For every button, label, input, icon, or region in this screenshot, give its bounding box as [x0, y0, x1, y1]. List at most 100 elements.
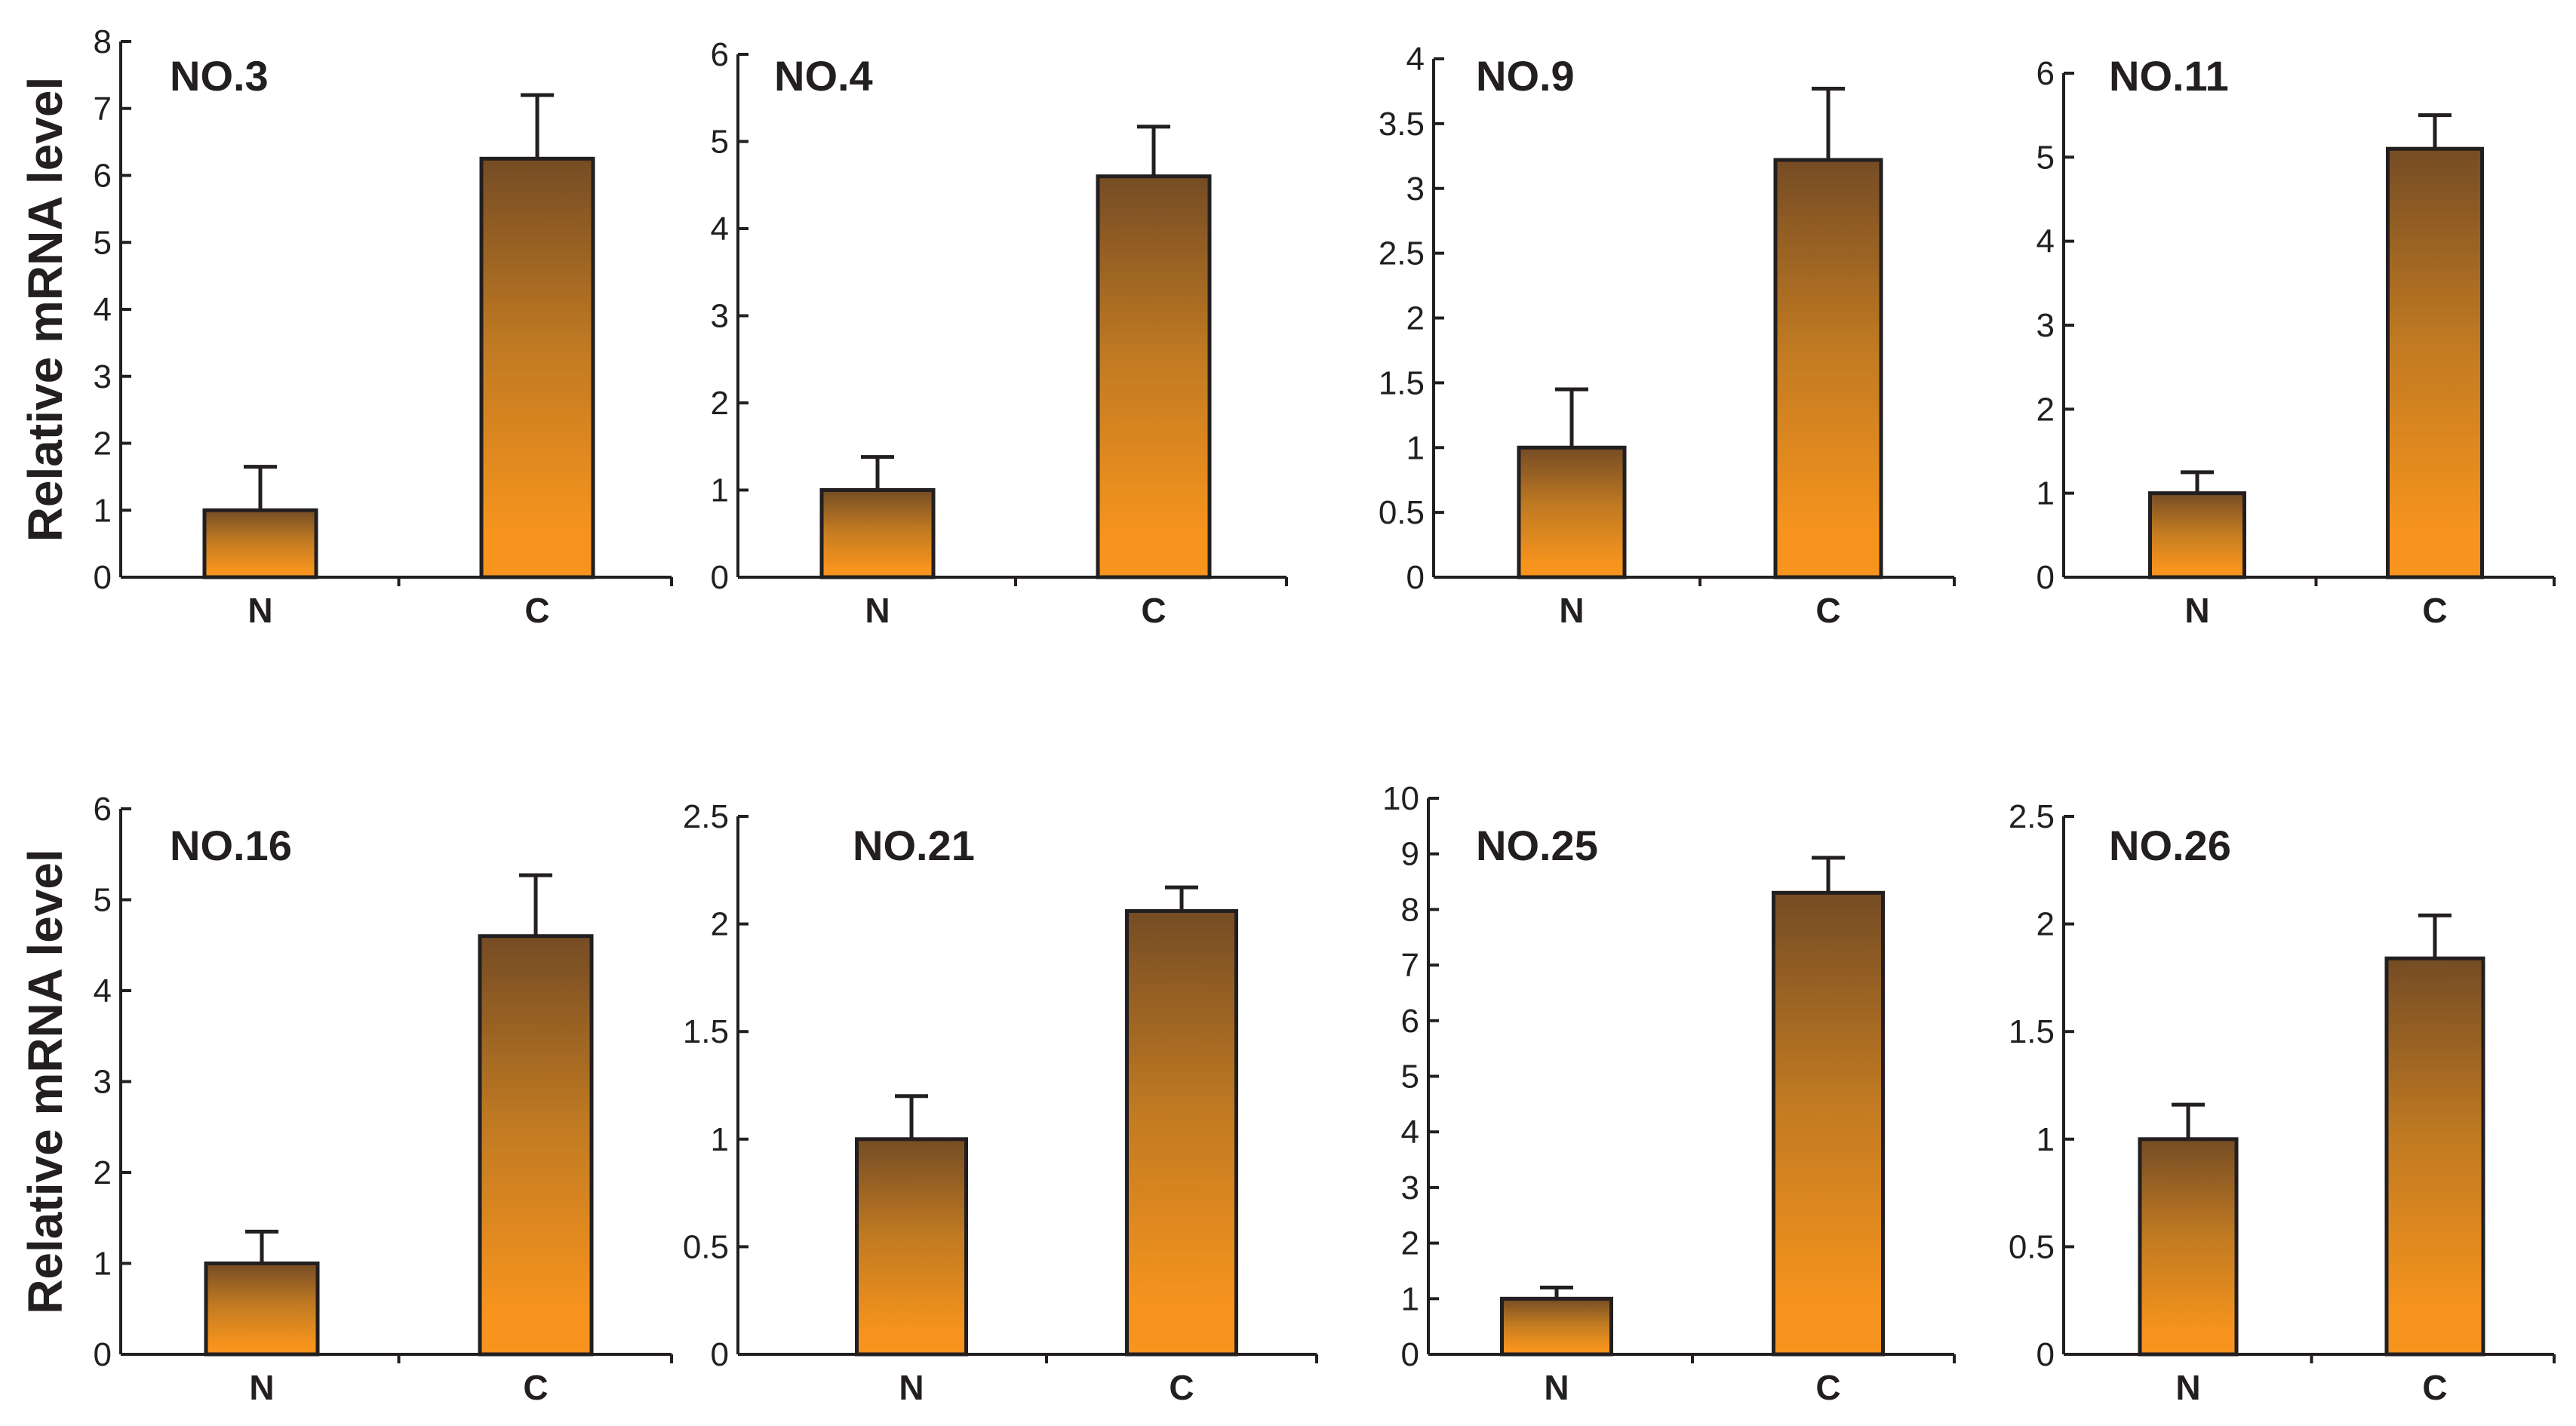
- y-tick-label: 0: [2037, 1336, 2055, 1373]
- y-tick-label: 4: [711, 211, 729, 247]
- y-tick-label: 6: [1401, 1003, 1419, 1040]
- panel-title: NO.26: [2109, 822, 2231, 869]
- bar-n: [204, 1262, 320, 1357]
- category-label: N: [2175, 1368, 2200, 1407]
- chart-panel: 0 1 2 3 4 5 6 N C NO.16 Relative mRNA level: [18, 791, 673, 1407]
- y-tick-label: 3: [94, 1064, 112, 1101]
- y-tick-label: 7: [1401, 947, 1419, 984]
- y-tick-label: 1: [94, 492, 112, 529]
- chart-panel: 0 0.5 1 1.5 2 2.5 3 3.5 4 N C NO.9: [1379, 41, 1956, 630]
- y-axis-label: Relative mRNA level: [18, 77, 72, 542]
- y-tick-label: 0: [94, 1336, 112, 1373]
- y-tick-label: 1: [94, 1246, 112, 1283]
- panel-title: NO.3: [170, 52, 269, 100]
- y-tick-label: 2: [94, 1154, 112, 1191]
- y-tick-label: 1: [1401, 1280, 1419, 1317]
- y-tick-label: 0: [1406, 559, 1425, 596]
- y-tick-label: 4: [2037, 223, 2055, 260]
- category-label: C: [524, 591, 549, 630]
- panel-title: NO.25: [1476, 822, 1598, 869]
- y-tick-label: 2: [2037, 391, 2055, 428]
- y-tick-label: 8: [1401, 891, 1419, 928]
- y-tick-label: 2: [94, 426, 112, 463]
- y-tick-label: 1.5: [683, 1013, 729, 1050]
- y-tick-label: 6: [94, 791, 112, 828]
- y-tick-label: 2.5: [2009, 798, 2055, 835]
- y-tick-label: 2: [1406, 300, 1425, 337]
- category-label: C: [2422, 591, 2447, 630]
- y-tick-label: 5: [1401, 1059, 1419, 1096]
- y-tick-label: 8: [94, 23, 112, 60]
- y-tick-label: 4: [1401, 1114, 1419, 1151]
- category-label: C: [1169, 1368, 1194, 1407]
- panel-title: NO.11: [2109, 52, 2229, 100]
- y-tick-label: 0: [711, 1336, 729, 1373]
- y-tick-label: 6: [2037, 55, 2055, 92]
- y-tick-label: 3.5: [1379, 106, 1425, 143]
- bar-c: [1772, 890, 1885, 1357]
- y-tick-label: 2: [711, 906, 729, 943]
- y-tick-label: 4: [94, 291, 112, 328]
- y-tick-label: 4: [1406, 41, 1425, 78]
- bar-c: [1125, 908, 1238, 1357]
- y-tick-label: 0: [1401, 1336, 1419, 1373]
- chart-panel: 0 1 2 3 4 5 6 N C NO.4: [711, 36, 1288, 630]
- y-tick-label: 5: [2037, 139, 2055, 176]
- y-tick-label: 1: [2037, 1121, 2055, 1158]
- y-tick-label: 6: [94, 158, 112, 195]
- category-label: N: [1544, 1368, 1569, 1407]
- chart-panel: 0 1 2 3 4 5 6 N C NO.11: [2037, 52, 2556, 630]
- y-tick-label: 2.5: [1379, 235, 1425, 272]
- y-tick-label: 3: [1406, 171, 1425, 207]
- bar-c: [478, 934, 594, 1357]
- category-label: N: [899, 1368, 924, 1407]
- y-tick-label: 3: [94, 358, 112, 395]
- y-tick-label: 10: [1382, 780, 1419, 817]
- category-label: N: [1559, 591, 1584, 630]
- category-label: N: [249, 1368, 274, 1407]
- y-tick-label: 0: [711, 559, 729, 596]
- y-tick-label: 2: [2037, 906, 2055, 943]
- category-label: N: [865, 591, 890, 630]
- y-tick-label: 0.5: [683, 1228, 729, 1265]
- y-tick-label: 3: [711, 298, 729, 335]
- bar-n: [1517, 445, 1627, 579]
- category-label: C: [2422, 1368, 2447, 1407]
- panel-title: NO.21: [853, 822, 975, 869]
- panel-title: NO.16: [170, 822, 292, 869]
- y-tick-label: 1: [1406, 429, 1425, 466]
- y-tick-label: 0.5: [1379, 494, 1425, 531]
- y-tick-label: 1.5: [2009, 1013, 2055, 1050]
- chart-panel: 0 0.5 1 1.5 2 2.5 N C NO.21: [683, 798, 1318, 1407]
- y-tick-label: 2: [711, 385, 729, 422]
- y-tick-label: 1.5: [1379, 364, 1425, 401]
- y-tick-label: 1: [711, 1121, 729, 1158]
- y-tick-label: 4: [94, 973, 112, 1010]
- bar-n: [2138, 1137, 2239, 1357]
- bar-n: [202, 508, 318, 579]
- category-label: C: [1815, 591, 1840, 630]
- y-tick-label: 0.5: [2009, 1228, 2055, 1265]
- category-label: N: [2184, 591, 2209, 630]
- chart-panel: 0 1 2 3 4 5 6 7 8 N C NO.3 Relative mRNA level: [18, 23, 673, 630]
- y-tick-label: 2: [1401, 1225, 1419, 1262]
- bar-n: [2148, 491, 2246, 579]
- y-tick-label: 7: [94, 91, 112, 128]
- y-tick-label: 2.5: [683, 798, 729, 835]
- category-label: C: [1141, 591, 1166, 630]
- y-tick-label: 0: [2037, 559, 2055, 596]
- y-tick-label: 5: [94, 882, 112, 919]
- category-label: C: [1815, 1368, 1840, 1407]
- y-tick-label: 0: [94, 559, 112, 596]
- panel-title: NO.4: [774, 52, 873, 100]
- chart-panel: 0 1 2 3 4 5 6 7 8 9 10 N C NO.25: [1382, 780, 1956, 1407]
- bar-n: [819, 488, 936, 579]
- y-tick-label: 1: [711, 472, 729, 509]
- y-tick-label: 3: [1401, 1169, 1419, 1206]
- bar-c: [479, 156, 595, 579]
- bar-c: [2384, 956, 2485, 1357]
- y-tick-label: 9: [1401, 836, 1419, 873]
- y-axis-label: Relative mRNA level: [18, 849, 72, 1314]
- y-tick-label: 6: [711, 36, 729, 73]
